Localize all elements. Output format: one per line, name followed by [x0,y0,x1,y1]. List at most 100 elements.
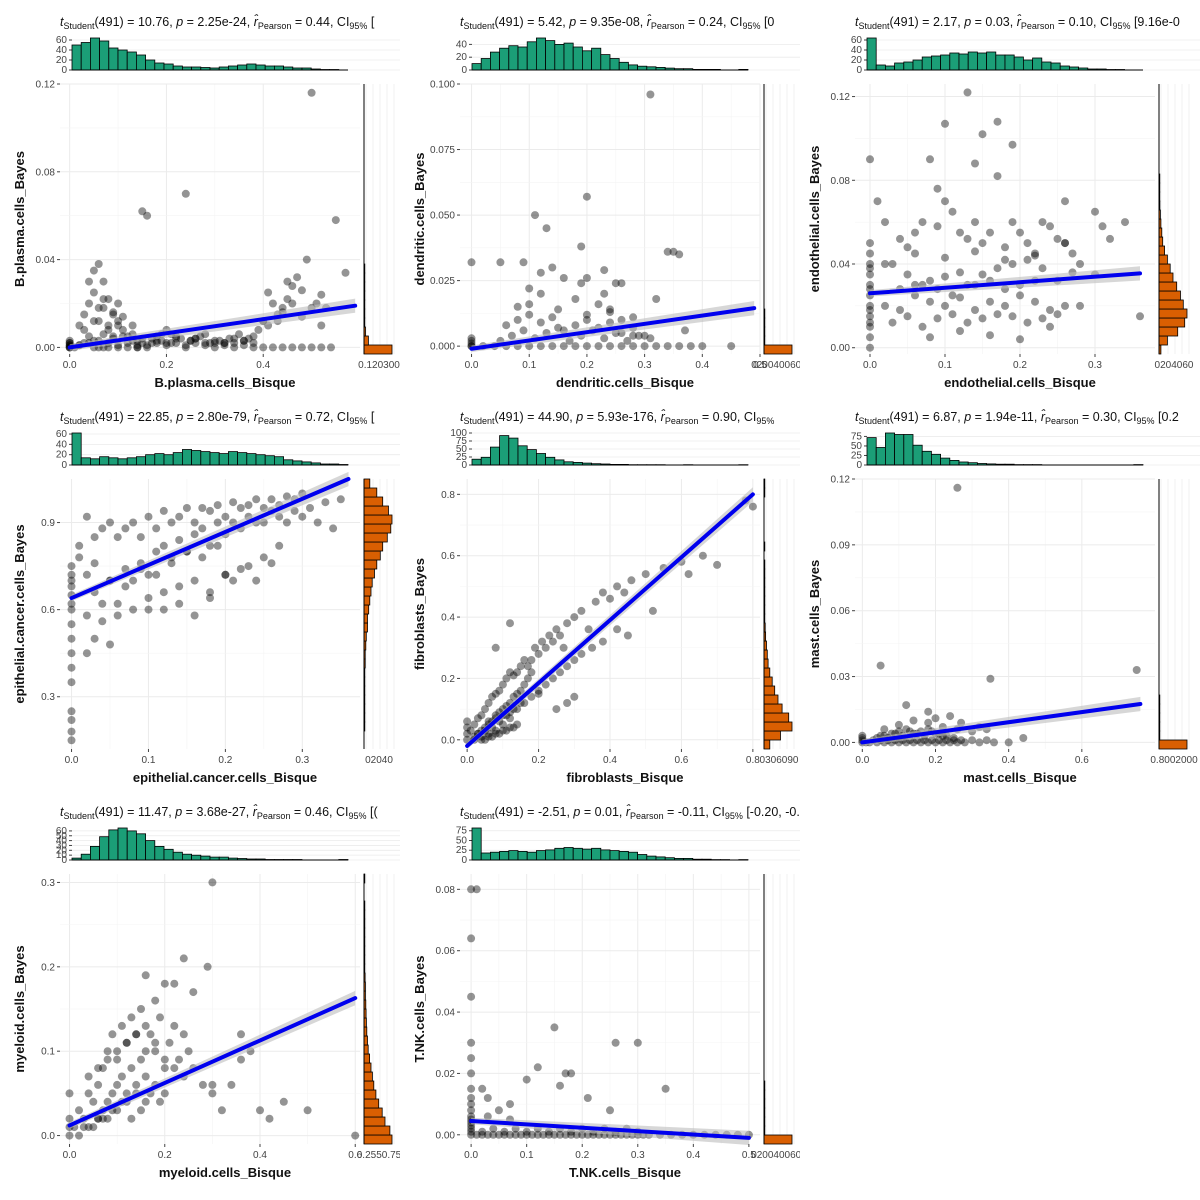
top-hist-bar [940,457,951,466]
panel-title: tStudent(491) = 44.90, p = 5.93e-176, r̂… [460,409,774,426]
data-point [113,533,122,542]
data-point [1023,318,1032,327]
fit-line [860,702,1143,745]
data-point [467,336,476,345]
data-point [509,692,518,701]
data-point [942,736,951,745]
data-point [498,680,507,689]
data-point [82,512,91,521]
data-point [640,331,649,340]
data-point [190,530,199,539]
data-point [866,260,874,268]
data-point [522,1075,531,1084]
panel-title: tStudent(491) = 22.85, p = 2.80e-79, r̂P… [60,409,375,426]
data-point [611,279,620,288]
top-hist-bar [912,59,923,71]
data-point [918,322,927,331]
data-point [67,634,76,643]
y-tick-label: 0.08 [36,167,56,178]
top-hist-tick-label: 40 [56,45,68,56]
data-point [1001,255,1009,264]
top-hist-bar [135,456,146,466]
data-point [179,1030,188,1039]
data-point [498,720,507,729]
data-point [160,1055,169,1064]
data-point [513,302,522,311]
x-tick-label: 0.2 [158,1150,172,1161]
scatter-svg-3: tStudent(491) = 2.17, p = 0.03, r̂Pearso… [807,14,1200,390]
top-hist-tick-label: 50 [456,444,468,455]
x-tick-label: 0.5 [753,360,767,371]
data-point [113,1047,122,1056]
data-point [866,264,874,273]
data-point [67,736,76,745]
data-point [463,729,472,738]
data-point [132,1030,141,1039]
data-point [971,159,979,168]
data-point [467,1069,476,1078]
top-hist-bar [126,457,137,466]
data-point [259,343,268,352]
data-point [583,1094,592,1102]
data-point [268,299,277,308]
data-point [1053,310,1062,319]
data-point [506,668,514,677]
data-point [65,1114,74,1123]
top-hist-tick-label: 0 [61,65,67,76]
right-hist-bar [363,532,388,543]
top-hist-bar [526,449,537,466]
data-point [648,606,657,615]
data-point [941,119,949,128]
right-hist-tick-label: 0.120300 [358,360,400,371]
x-tick-label: 0.0 [465,360,479,371]
top-hist-bar [471,458,482,466]
data-point [256,1106,264,1115]
top-hist-bar [264,455,275,466]
data-point [98,599,107,608]
data-point [75,1106,83,1115]
top-hist-bar [976,52,987,71]
data-point [544,1130,553,1139]
top-hist-bar [967,51,978,71]
data-point [99,277,108,286]
data-point [144,594,153,602]
data-point [244,501,253,510]
y-tick-label: 0.00 [831,343,851,354]
top-hist-bar [80,457,91,466]
top-hist-bar [191,854,202,861]
data-point [89,1123,98,1132]
data-point [230,334,239,343]
data-point [208,878,217,887]
data-point [467,1130,476,1139]
data-point [306,504,314,512]
data-point [978,239,987,248]
data-point [177,334,185,343]
right-hist-bar [363,1098,380,1109]
x-tick-label: 0.1 [938,360,952,371]
top-hist-tick-label: 0 [61,855,67,866]
data-point [239,336,248,345]
panel-title: tStudent(491) = 5.42, p = 9.35e-08, r̂Pe… [460,14,774,31]
data-point [911,249,919,258]
right-hist-bar [363,335,369,346]
data-point [244,334,253,343]
x-axis-title: dendritic.cells_Bisque [556,375,694,390]
data-point [160,1064,169,1073]
data-point [536,289,545,298]
right-marginal-histogram: 02040 [363,478,395,766]
scatter-svg-5: tStudent(491) = 44.90, p = 5.93e-176, r̂… [412,409,800,785]
data-point [963,318,972,327]
data-point [229,498,238,507]
data-point [483,1094,492,1102]
data-point [288,299,297,308]
fit-line [469,306,757,351]
data-point [473,714,482,723]
data-point [594,342,603,351]
data-point [491,689,500,698]
data-point [67,678,76,687]
data-point [99,295,108,304]
top-hist-tick-label: 60 [56,35,68,46]
y-tick-label: 0.1 [41,1047,55,1058]
top-hist-bar [646,855,657,861]
x-axis-title: fibroblasts_Bisque [566,770,683,785]
